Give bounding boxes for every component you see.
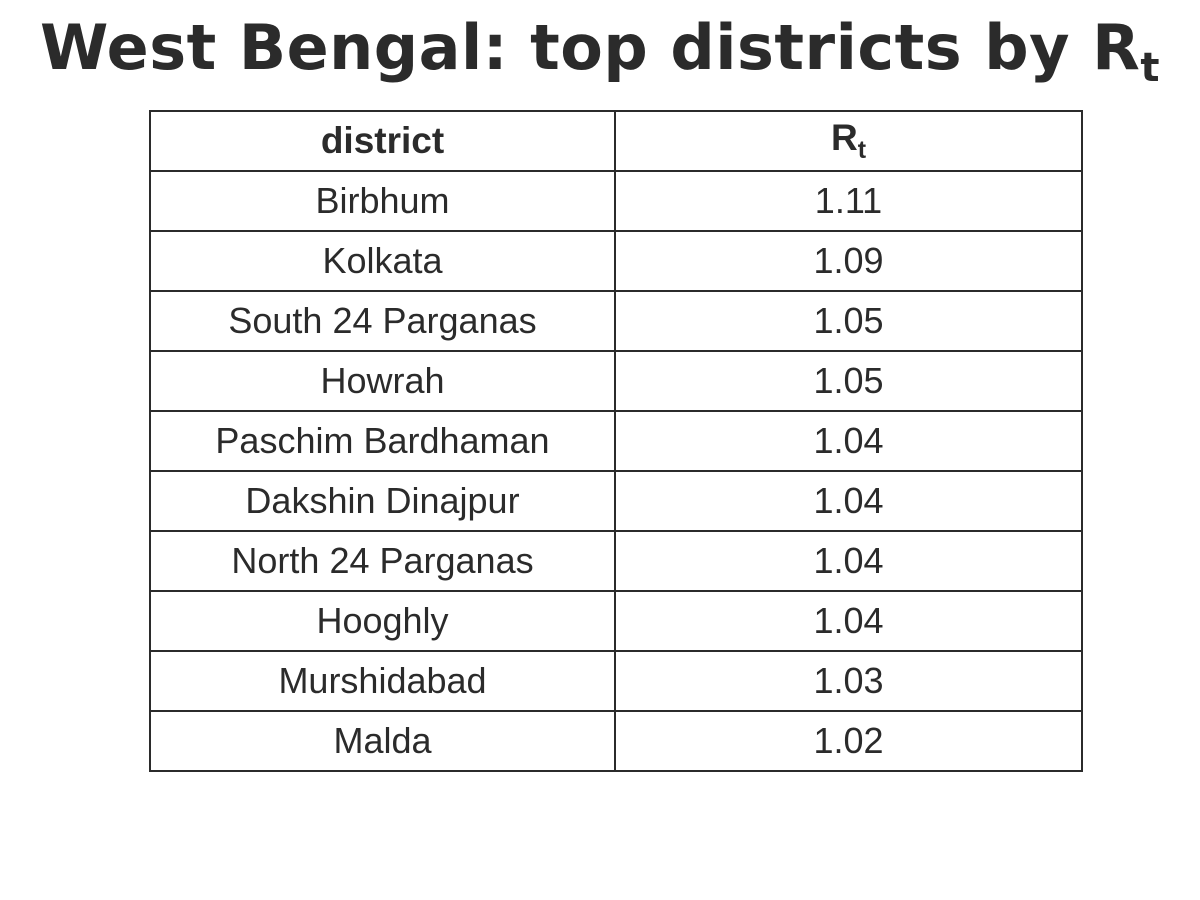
chart-title-subscript: t bbox=[1140, 45, 1160, 91]
column-header-district: district bbox=[149, 110, 616, 172]
district-cell: Paschim Bardhaman bbox=[149, 410, 616, 472]
table-row: Birbhum 1.11 bbox=[149, 170, 1083, 232]
district-cell: Malda bbox=[149, 710, 616, 772]
district-cell: Birbhum bbox=[149, 170, 616, 232]
column-header-rt: Rt bbox=[614, 110, 1083, 172]
district-cell: Howrah bbox=[149, 350, 616, 412]
district-cell: North 24 Parganas bbox=[149, 530, 616, 592]
table-row: Paschim Bardhaman 1.04 bbox=[149, 410, 1083, 472]
rt-value-cell: 1.04 bbox=[614, 530, 1083, 592]
rt-value-cell: 1.03 bbox=[614, 650, 1083, 712]
district-cell: South 24 Parganas bbox=[149, 290, 616, 352]
rt-value-cell: 1.05 bbox=[614, 350, 1083, 412]
rt-value-cell: 1.04 bbox=[614, 470, 1083, 532]
table-row: Malda 1.02 bbox=[149, 710, 1083, 772]
chart-title-text: West Bengal: top districts by R bbox=[40, 11, 1141, 84]
district-cell: Dakshin Dinajpur bbox=[149, 470, 616, 532]
rt-value-cell: 1.04 bbox=[614, 590, 1083, 652]
rt-value-cell: 1.02 bbox=[614, 710, 1083, 772]
rt-value-cell: 1.11 bbox=[614, 170, 1083, 232]
rt-table: district Rt Birbhum 1.11 Kolkata 1.09 South … bbox=[149, 110, 1083, 772]
table-row: Dakshin Dinajpur 1.04 bbox=[149, 470, 1083, 532]
column-header-district-label: district bbox=[320, 120, 445, 161]
rt-value-cell: 1.04 bbox=[614, 410, 1083, 472]
district-cell: Murshidabad bbox=[149, 650, 616, 712]
table-row: Hooghly 1.04 bbox=[149, 590, 1083, 652]
rt-value-cell: 1.05 bbox=[614, 290, 1083, 352]
table-row: Kolkata 1.09 bbox=[149, 230, 1083, 292]
column-header-rt-label: R bbox=[830, 117, 858, 158]
table-row: South 24 Parganas 1.05 bbox=[149, 290, 1083, 352]
table-body: Birbhum 1.11 Kolkata 1.09 South 24 Parganas 1… bbox=[149, 170, 1083, 772]
table-row: Howrah 1.05 bbox=[149, 350, 1083, 412]
table-row: Murshidabad 1.03 bbox=[149, 650, 1083, 712]
column-header-rt-subscript: t bbox=[857, 136, 867, 164]
chart-title: West Bengal: top districts by Rt bbox=[0, 6, 1200, 110]
table-row: North 24 Parganas 1.04 bbox=[149, 530, 1083, 592]
rt-value-cell: 1.09 bbox=[614, 230, 1083, 292]
district-cell: Hooghly bbox=[149, 590, 616, 652]
table-header-row: district Rt bbox=[149, 110, 1083, 172]
district-cell: Kolkata bbox=[149, 230, 616, 292]
